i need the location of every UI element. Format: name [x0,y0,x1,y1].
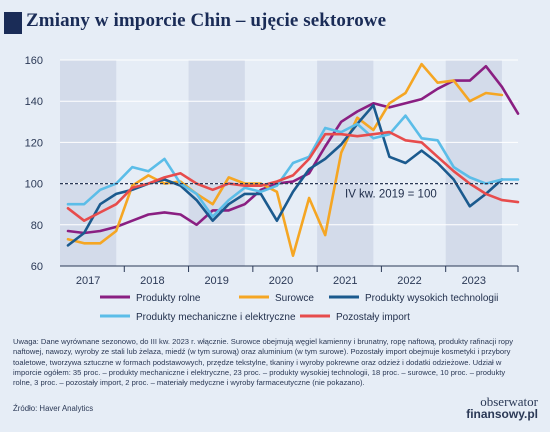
brand-line-1: obserwator [480,394,538,409]
chart-note: Uwaga: Dane wyrównane sezonowo, do III k… [13,337,514,388]
x-tick-label: 2022 [397,275,421,287]
x-tick-label: 2017 [76,275,100,287]
y-tick-label: 140 [25,96,43,108]
y-tick-label: 100 [25,179,43,191]
legend-label-rolne: Produkty rolne [136,293,201,304]
x-tick-label: 2019 [204,275,228,287]
legend-label-surowce: Surowce [275,293,314,304]
chart-area: 60 80 100 120 140 160 2017 2018 2019 2020 2021 2022… [25,55,520,323]
y-tick-label: 120 [25,137,43,149]
legend-label-pozostaly: Pozostały import [336,312,410,323]
x-tick-label: 2023 [462,275,486,287]
series-line-pozostaly [66,130,520,222]
series-line-surowce [66,62,504,257]
legend-label-wysokie: Produkty wysokich technologii [365,293,498,304]
title-accent-bar [4,12,22,34]
year-band-2017 [60,60,117,266]
legend-label-mechaniczne: Produkty mechaniczne i elektryczne [136,312,296,323]
x-tick-label: 2018 [140,275,164,287]
chart-title: Zmiany w imporcie Chin – ujęcie sektorow… [26,10,387,31]
series-line-mechaniczne [66,114,520,218]
y-tick-label: 160 [25,55,43,67]
year-band-2019 [188,60,245,266]
reference-line-label: IV kw. 2019 = 100 [345,189,437,201]
y-tick-label: 60 [31,261,43,273]
chart-source: Źródło: Haver Analytics [13,404,94,413]
year-band-2023 [445,60,502,266]
x-tick-label: 2021 [333,275,357,287]
y-tick-label: 80 [31,220,43,232]
brand-line-2: finansowy.pl [466,407,538,421]
brand-logo: obserwator finansowy.pl [466,394,538,421]
series-line-rolne [66,64,520,235]
x-tick-label: 2020 [269,275,293,287]
